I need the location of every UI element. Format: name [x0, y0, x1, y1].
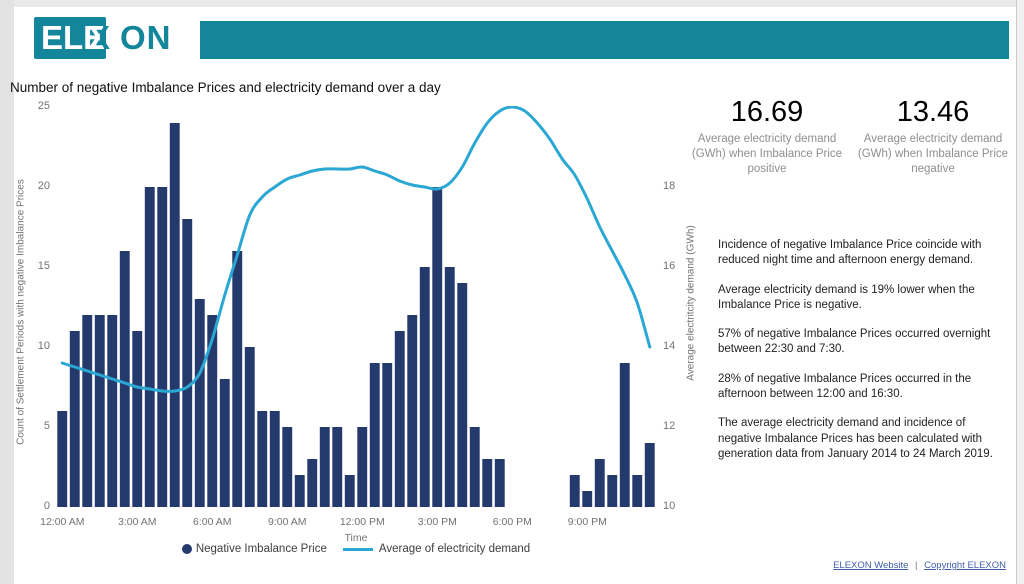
x-tick-3:00 AM: 3:00 AM — [118, 516, 157, 528]
x-tick-9:00 AM: 9:00 AM — [268, 516, 307, 528]
bar-6:00 AM[interactable] — [207, 315, 218, 507]
bar-11:30 PM[interactable] — [644, 443, 655, 507]
bars-series — [57, 123, 655, 507]
bar-10:00 PM[interactable] — [607, 475, 618, 507]
bar-11:00 AM[interactable] — [332, 427, 343, 507]
x-tick-3:00 PM: 3:00 PM — [417, 516, 457, 528]
bar-5:30 AM[interactable] — [194, 299, 205, 507]
bar-8:30 PM[interactable] — [569, 475, 580, 507]
bar-6:30 AM[interactable] — [219, 379, 230, 507]
right-tick-12: 12 — [663, 420, 676, 432]
stat-label-negative: Average electricity demand (GWh) when Im… — [857, 133, 1009, 175]
bar-4:30 PM[interactable] — [469, 427, 480, 507]
bar-7:00 AM[interactable] — [232, 251, 243, 507]
insights-text-block: Incidence of negative Imbalance Price co… — [718, 238, 1010, 476]
bar-9:30 AM[interactable] — [294, 475, 305, 507]
window-top-edge — [0, 0, 1024, 7]
left-tick-15: 15 — [37, 260, 50, 272]
line-series-marker — [342, 547, 373, 551]
combo-chart-svg — [57, 106, 655, 507]
right-tick-18: 18 — [663, 180, 676, 192]
bar-4:00 PM[interactable] — [457, 283, 468, 507]
bar-3:30 PM[interactable] — [444, 267, 455, 507]
footer-separator: | — [915, 560, 918, 571]
page-title: Number of negative Imbalance Prices and … — [10, 80, 441, 95]
bar-series-marker — [181, 544, 192, 554]
left-axis-title: Count of Settlement Periods with negativ… — [15, 179, 27, 445]
bar-10:00 AM[interactable] — [307, 459, 318, 507]
window-left-edge — [0, 0, 14, 584]
elexon-logo-text-on: ON — [120, 19, 172, 56]
stat-card-negative: 13.46 Average electricity demand (GWh) w… — [853, 94, 1013, 177]
right-tick-14: 14 — [663, 340, 676, 352]
bar-1:00 AM[interactable] — [82, 315, 93, 507]
left-tick-0: 0 — [43, 500, 50, 512]
bar-2:30 PM[interactable] — [419, 267, 430, 507]
insight-paragraph: Incidence of negative Imbalance Price co… — [718, 239, 982, 267]
stat-label-positive: Average electricity demand (GWh) when Im… — [691, 133, 843, 175]
bar-4:30 AM[interactable] — [169, 123, 180, 507]
demand-line — [60, 106, 652, 393]
bar-11:00 PM[interactable] — [632, 475, 643, 507]
bar-2:30 AM[interactable] — [119, 251, 130, 507]
teal-banner — [200, 21, 1009, 59]
bar-9:00 PM[interactable] — [582, 491, 593, 507]
insight-paragraph: Average electricity demand is 19% lower … — [718, 283, 975, 311]
chart-legend: Negative Imbalance Price Average of elec… — [56, 543, 656, 555]
right-axis-title: Average electritcity demand (GWh) — [685, 225, 697, 381]
left-tick-5: 5 — [43, 420, 50, 432]
stat-value-positive: 16.69 — [730, 96, 804, 128]
bar-3:00 PM[interactable] — [432, 187, 443, 507]
copyright-link[interactable]: Copyright ELEXON — [924, 560, 1006, 571]
bar-3:00 AM[interactable] — [132, 331, 143, 507]
report-canvas — [14, 7, 1016, 584]
bar-8:30 AM[interactable] — [269, 411, 280, 507]
scrollbar-track[interactable] — [1016, 0, 1024, 584]
x-axis-title: Time — [344, 532, 368, 544]
bar-4:00 AM[interactable] — [157, 187, 168, 507]
x-tick-6:00 AM: 6:00 AM — [193, 516, 232, 528]
bar-12:00 PM[interactable] — [357, 427, 368, 507]
bar-11:30 AM[interactable] — [344, 475, 355, 507]
insight-paragraph: 28% of negative Imbalance Prices occurre… — [718, 372, 972, 401]
bar-2:00 PM[interactable] — [407, 315, 418, 507]
stat-card-positive: 16.69 Average electricity demand (GWh) w… — [688, 94, 846, 177]
x-tick-9:00 PM: 9:00 PM — [567, 516, 607, 528]
bar-5:30 PM[interactable] — [494, 459, 505, 507]
bar-9:30 PM[interactable] — [594, 459, 605, 507]
right-tick-10: 10 — [663, 500, 676, 512]
legend-label-line[interactable]: Average of electricity demand — [378, 543, 531, 555]
x-tick-6:00 PM: 6:00 PM — [492, 516, 532, 528]
elexon-logo-text: ELE — [41, 19, 106, 56]
insight-paragraph: 57% of negative Imbalance Prices occurre… — [718, 328, 991, 356]
bar-5:00 AM[interactable] — [182, 219, 193, 507]
bar-2:00 AM[interactable] — [107, 315, 118, 507]
left-tick-20: 20 — [37, 180, 50, 192]
x-tick-12:00 PM: 12:00 PM — [339, 516, 385, 528]
bar-7:30 AM[interactable] — [244, 347, 255, 507]
bar-1:30 AM[interactable] — [94, 315, 105, 507]
elexon-logo — [34, 17, 106, 59]
bar-12:00 AM[interactable] — [57, 411, 68, 507]
footer: ELEXON Website | Copyright ELEXON — [833, 560, 1006, 571]
left-tick-25: 25 — [37, 100, 50, 112]
bar-1:30 PM[interactable] — [394, 331, 405, 507]
bar-10:30 AM[interactable] — [319, 427, 330, 507]
legend-label-bars[interactable]: Negative Imbalance Price — [195, 543, 327, 555]
elexon-website-link[interactable]: ELEXON Website — [833, 560, 909, 571]
bar-8:00 AM[interactable] — [257, 411, 268, 507]
stat-value-negative: 13.46 — [896, 96, 970, 128]
left-tick-10: 10 — [37, 340, 50, 352]
insight-paragraph: The average electricity demand and incid… — [718, 417, 993, 460]
x-tick-12:00 AM: 12:00 AM — [40, 516, 85, 528]
right-tick-16: 16 — [663, 260, 676, 272]
bar-3:30 AM[interactable] — [144, 187, 155, 507]
bar-5:00 PM[interactable] — [482, 459, 493, 507]
bar-12:30 PM[interactable] — [369, 363, 380, 507]
bar-10:30 PM[interactable] — [619, 363, 630, 507]
bar-1:00 PM[interactable] — [382, 363, 393, 507]
bar-12:30 AM[interactable] — [69, 331, 80, 507]
bar-9:00 AM[interactable] — [282, 427, 293, 507]
